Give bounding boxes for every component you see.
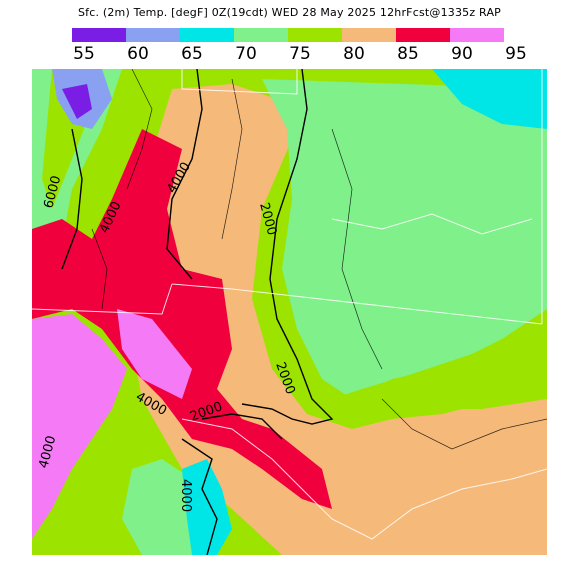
colorbar-tick-label: 80 — [343, 44, 365, 64]
contour-2000-south — [201, 413, 283, 440]
map-title: Sfc. (2m) Temp. [degF] 0Z(19cdt) WED 28 … — [77, 6, 502, 19]
contour-label: 4000 — [178, 479, 193, 512]
state-borders — [32, 69, 547, 540]
contour-minor — [126, 69, 153, 190]
colorbar-swatch-65 — [180, 28, 234, 42]
zone-90-west — [32, 314, 127, 539]
zone-75-east-band — [332, 319, 547, 414]
zone-85-band — [32, 129, 332, 509]
contour-6000-west — [61, 128, 83, 270]
state-border — [171, 283, 543, 325]
zone-55-northwest — [62, 84, 92, 119]
colorbar-tick-label: 60 — [127, 44, 149, 64]
colorbar-swatch-85 — [396, 28, 450, 42]
contour-minor — [331, 128, 383, 370]
state-border — [32, 283, 173, 315]
colorbar-tick-label: 70 — [235, 44, 257, 64]
contour-2000-east — [241, 69, 334, 425]
contour-minor-lines — [91, 69, 547, 450]
zone-90-central — [117, 309, 192, 399]
colorbar-swatch-70 — [234, 28, 288, 42]
colorbar-tick-label: 85 — [397, 44, 419, 64]
state-border — [181, 418, 547, 540]
temperature-map: 6000 4000 4000 2000 2000 2000 4000 4000 … — [32, 69, 547, 555]
zone-70-east — [262, 79, 547, 399]
colorbar-tick-label: 55 — [73, 44, 95, 64]
contour-minor — [221, 78, 243, 240]
contour-4000-south — [181, 438, 218, 555]
contour-4000-north — [166, 69, 203, 280]
zone-65-northeast — [432, 69, 547, 129]
colorbar-swatch-90 — [450, 28, 504, 42]
colorbar-swatch-80 — [342, 28, 396, 42]
zone-65-south — [182, 459, 232, 555]
contour-minor — [91, 228, 108, 310]
contour-minor — [381, 398, 547, 450]
colorbar-swatch-75 — [288, 28, 342, 42]
colorbar-tick-label: 75 — [289, 44, 311, 64]
colorbar-swatch-55 — [72, 28, 126, 42]
contour-lines — [61, 69, 334, 555]
colorbar-swatch-60 — [126, 28, 180, 42]
state-border — [181, 69, 298, 95]
state-border — [331, 213, 533, 235]
colorbar-tick-label: 90 — [451, 44, 473, 64]
map-canvas: 6000 4000 4000 2000 2000 2000 4000 4000 … — [32, 69, 547, 555]
colorbar-tick-label: 95 — [505, 44, 527, 64]
colorbar-tick-label: 65 — [181, 44, 203, 64]
temperature-colorbar — [72, 28, 504, 42]
